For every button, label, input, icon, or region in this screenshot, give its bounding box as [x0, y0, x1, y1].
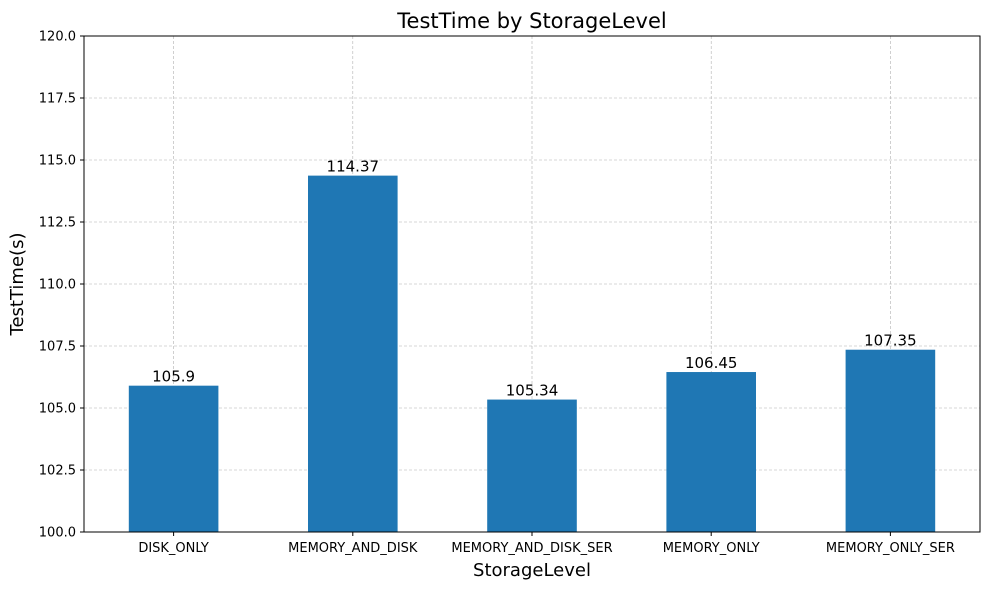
data-label: 114.37 [327, 158, 380, 176]
x-tick-label: MEMORY_ONLY_SER [826, 541, 955, 556]
y-axis-ticks: 100.0 102.5 105.0 107.5 110.0 112.5 115.0 117.5… [39, 30, 84, 541]
y-tick-label: 102.5 [39, 464, 76, 479]
data-label: 105.9 [152, 368, 195, 386]
x-axis-ticks: DISK_ONLY MEMORY_AND_DISK MEMORY_AND_DISK_… [138, 532, 955, 556]
y-tick-label: 115.0 [39, 154, 76, 169]
x-tick-label: MEMORY_AND_DISK_SER [451, 541, 612, 556]
x-tick-label: MEMORY_ONLY [663, 541, 760, 556]
bar [308, 175, 398, 532]
chart-title: TestTime by StorageLevel [396, 9, 666, 33]
y-axis-title: TestTime(s) [7, 233, 28, 337]
y-tick-label: 107.5 [39, 340, 76, 355]
y-tick-label: 100.0 [39, 526, 76, 541]
x-tick-label: MEMORY_AND_DISK [288, 541, 418, 556]
data-label: 105.34 [506, 382, 559, 400]
bar [487, 399, 577, 532]
y-tick-label: 110.0 [39, 278, 76, 293]
x-axis-title: StorageLevel [473, 560, 591, 581]
bar [666, 372, 756, 532]
data-label: 106.45 [685, 354, 738, 372]
data-labels: 105.9 114.37 105.34 106.45 107.35 [152, 158, 917, 400]
y-tick-label: 120.0 [39, 30, 76, 45]
data-label: 107.35 [864, 332, 917, 350]
bars [128, 175, 936, 532]
bar [845, 349, 936, 532]
x-tick-label: DISK_ONLY [138, 541, 209, 556]
y-tick-label: 105.0 [39, 402, 76, 417]
y-tick-label: 117.5 [39, 92, 76, 107]
bar [128, 385, 219, 532]
y-tick-label: 112.5 [39, 216, 76, 231]
